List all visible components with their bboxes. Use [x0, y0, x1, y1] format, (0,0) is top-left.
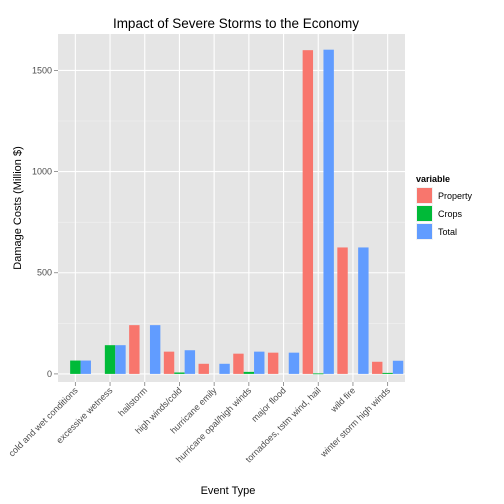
y-tick-label: 1000 — [32, 167, 52, 177]
x-tick-label: cold and wet conditions — [7, 385, 81, 459]
bar-crops — [104, 345, 116, 374]
bar-total — [115, 345, 126, 374]
bar-property — [337, 247, 348, 374]
bar-crops — [313, 373, 324, 375]
x-tick-label: winter storm high winds — [318, 385, 393, 460]
bar-property — [163, 351, 175, 374]
y-tick-label: 500 — [37, 268, 52, 278]
x-tick-label: hailstorm — [116, 385, 149, 418]
bar-crops — [70, 360, 81, 374]
legend-swatch-property — [417, 188, 432, 203]
bar-crops — [382, 372, 393, 374]
legend-label-crops: Crops — [438, 209, 463, 219]
bar-property — [198, 363, 209, 374]
y-axis: 0 500 1000 1500 — [32, 65, 58, 379]
bar-crops — [243, 371, 255, 374]
bar-total — [219, 363, 230, 374]
legend-swatch-total — [417, 224, 432, 239]
legend: variable Property Crops Total — [416, 174, 473, 240]
bar-property — [267, 352, 279, 374]
bar-property — [302, 50, 314, 374]
bar-total — [80, 360, 91, 374]
bar-total — [288, 352, 300, 374]
legend-title: variable — [416, 174, 450, 184]
bar-total — [323, 49, 334, 374]
legend-swatch-crops — [417, 206, 432, 221]
legend-label-total: Total — [438, 227, 457, 237]
bar-total — [392, 360, 404, 374]
bar-total — [254, 351, 265, 374]
y-tick-label: 0 — [47, 369, 52, 379]
bar-total — [184, 350, 196, 374]
bar-total — [149, 325, 161, 374]
bar-total — [358, 247, 369, 374]
x-tick-label: wild fire — [328, 385, 357, 414]
legend-label-property: Property — [438, 191, 473, 201]
bar-crops — [174, 372, 185, 374]
bar-property — [372, 361, 383, 374]
chart-title: Impact of Severe Storms to the Economy — [113, 16, 359, 31]
bar-property — [233, 353, 244, 374]
bars-layer — [70, 49, 404, 375]
grid-layer — [58, 34, 405, 382]
y-axis-title: Damage Costs (Million $) — [12, 146, 24, 269]
x-axis-title: Event Type — [201, 485, 256, 497]
y-tick-label: 1500 — [32, 65, 52, 75]
bar-property — [129, 325, 140, 374]
